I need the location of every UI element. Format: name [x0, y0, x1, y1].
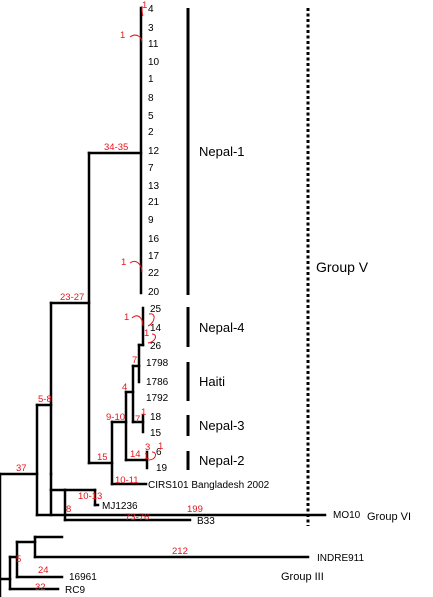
tip-label: 7 — [148, 163, 154, 174]
tip-label: 17 — [148, 251, 160, 262]
tip-label: 1792 — [146, 393, 169, 404]
tip-label: 25 — [150, 304, 162, 315]
branch-label: 5-8 — [38, 394, 52, 405]
group-label: Group V — [316, 259, 369, 275]
tip-label: 13 — [148, 181, 160, 192]
tip-label: 11 — [148, 39, 159, 50]
clade-label: Nepal-1 — [199, 144, 245, 159]
branch-label: 7 — [132, 355, 137, 366]
branch-label: 199 — [187, 504, 203, 515]
branch-label: 1 — [158, 441, 163, 452]
group-label: Group III — [281, 571, 324, 583]
tip-label: 22 — [148, 268, 160, 279]
tip-label: CIRS101 Bangladesh 2002 — [148, 480, 270, 491]
arrow-icon — [148, 451, 157, 461]
tip-label: 20 — [148, 287, 160, 298]
tree-branches — [0, 6, 327, 597]
group-label: Group VI — [367, 511, 411, 523]
branch-label: 1 — [121, 257, 126, 268]
branch-label: 37 — [16, 463, 27, 474]
tip-label: 26 — [150, 341, 162, 352]
tip-label: 4 — [148, 4, 154, 15]
branch-label: 9-10 — [106, 412, 125, 423]
branch-label: 10-13 — [78, 491, 102, 502]
clade-label: Nepal-4 — [199, 320, 245, 335]
branch-label: 15 — [97, 452, 108, 463]
tip-label: 1 — [148, 74, 154, 85]
branch-label: 5 — [16, 554, 21, 565]
clade-names: Nepal-1 Nepal-4 Haiti Nepal-3 Nepal-2 Gr… — [199, 144, 411, 583]
tip-label: INDRE911 — [317, 553, 364, 564]
tip-label: 3 — [148, 23, 154, 34]
branch-label: 1 — [142, 0, 147, 11]
arrow-icon — [147, 313, 155, 327]
mutation-labels: 34-35 23-27 5-8 37 15 9-10 4 7 7 1 1 3 1… — [16, 0, 203, 593]
tip-label: 19 — [156, 463, 168, 474]
branch-label: 73-76 — [125, 512, 149, 523]
branch-label: 14 — [130, 449, 141, 460]
tip-label: 1786 — [146, 377, 169, 388]
branch-label: 1 — [144, 328, 149, 339]
branch-label: 4 — [122, 382, 127, 393]
tip-label: RC9 — [65, 585, 85, 596]
arrow-icon — [129, 34, 143, 43]
branch-label: 7 — [135, 414, 140, 425]
branch-label: 1 — [120, 30, 125, 41]
arrow-icon — [141, 5, 144, 17]
clade-label: Haiti — [199, 374, 225, 389]
mutation-arrows — [129, 5, 157, 461]
tip-label: 16961 — [69, 572, 97, 583]
branch-label: 3 — [145, 442, 150, 453]
clade-label: Nepal-3 — [199, 418, 245, 433]
tip-label: 14 — [150, 323, 162, 334]
tip-label: 16 — [148, 234, 160, 245]
branch-label: 1 — [141, 407, 146, 418]
tip-label: 21 — [148, 197, 160, 208]
tip-label: 10 — [148, 57, 160, 68]
branch-label: 8 — [66, 504, 71, 515]
clade-bars — [186, 8, 310, 526]
clade-label: Nepal-2 — [199, 453, 245, 468]
tip-label: MJ1236 — [102, 501, 138, 512]
arrow-icon — [147, 333, 156, 344]
tip-label: 1798 — [146, 358, 169, 369]
tip-label: 2 — [148, 127, 154, 138]
arrow-icon — [131, 315, 144, 327]
tip-label: 12 — [148, 146, 160, 157]
tip-label: B33 — [197, 516, 215, 527]
tip-label: 15 — [150, 428, 162, 439]
tip-labels: 4 3 11 10 1 8 5 2 12 7 13 21 9 16 17 22 … — [65, 4, 364, 596]
tip-label: 9 — [148, 215, 154, 226]
branch-label: 32 — [35, 582, 46, 593]
arrow-icon — [129, 260, 143, 273]
tip-label: 5 — [148, 111, 154, 122]
tip-label: 18 — [150, 412, 162, 423]
tip-label: MO10 — [333, 510, 361, 521]
branch-label: 34-35 — [104, 142, 128, 153]
branch-label: 24 — [38, 565, 49, 576]
branch-label: 10-11 — [115, 475, 139, 486]
branch-label: 212 — [172, 546, 188, 557]
branch-label: 1 — [124, 312, 129, 323]
branch-label: 23-27 — [60, 292, 84, 303]
tip-label: 8 — [148, 93, 154, 104]
tip-label: 6 — [156, 447, 162, 458]
branch-label: 1 — [144, 451, 149, 462]
